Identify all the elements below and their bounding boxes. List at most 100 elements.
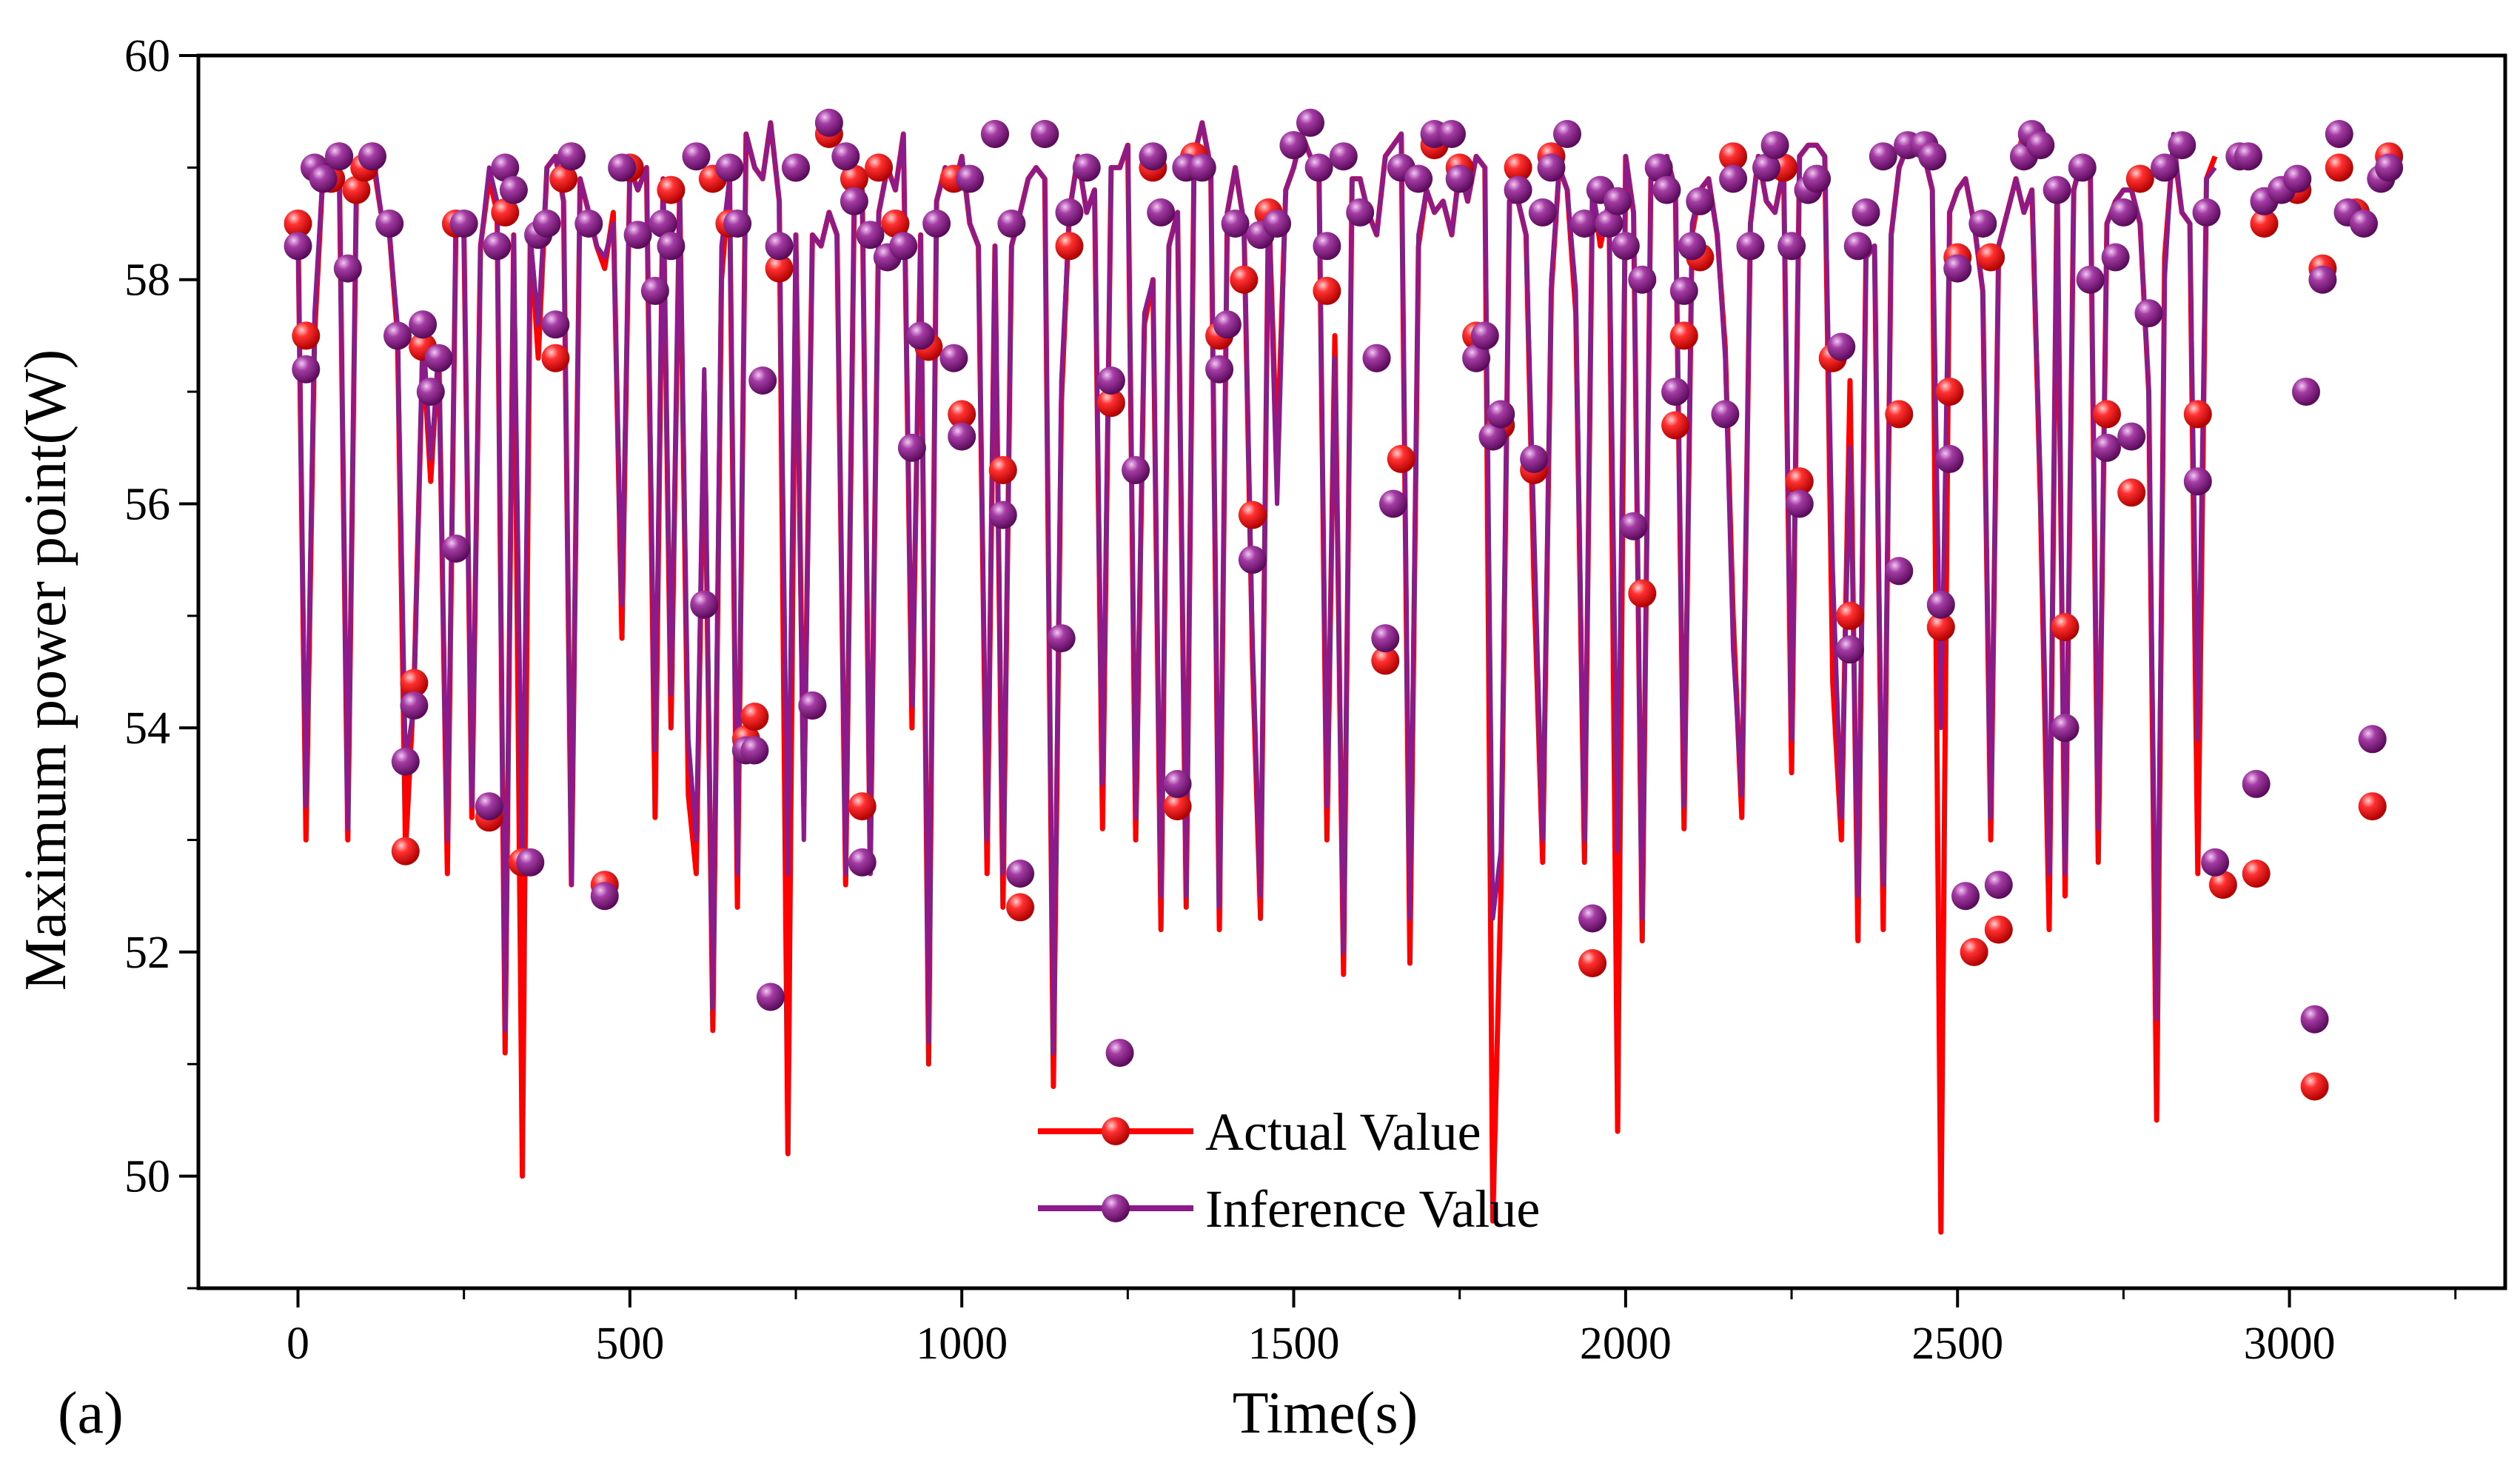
marker-inference — [1803, 164, 1832, 193]
y-axis-title: Maximum power point(W) — [13, 349, 78, 991]
marker-inference — [1139, 142, 1167, 171]
x-axis: 0 500 1000 1500 2000 2500 3000 — [286, 1288, 2457, 1369]
marker-inference — [2234, 142, 2262, 171]
marker-inference — [1147, 198, 1176, 227]
marker-inference — [814, 108, 843, 137]
marker-actual — [2183, 400, 2212, 429]
series-lines — [295, 120, 2218, 1235]
marker-inference — [889, 232, 918, 261]
marker-inference — [391, 747, 420, 776]
marker-actual — [1578, 949, 1607, 977]
marker-inference — [491, 153, 520, 182]
marker-inference — [1313, 232, 1341, 261]
marker-inference — [2134, 299, 2163, 328]
marker-actual — [765, 254, 794, 283]
marker-inference — [1736, 232, 1765, 261]
marker-inference — [848, 848, 877, 877]
marker-inference — [906, 321, 935, 350]
marker-inference — [1578, 904, 1607, 933]
marker-inference — [2325, 120, 2353, 148]
x-axis-title: Time(s) — [1233, 1381, 1418, 1446]
marker-actual — [541, 344, 570, 372]
marker-inference — [1752, 153, 1780, 182]
legend-marker-inference — [1102, 1194, 1130, 1222]
marker-actual — [1977, 243, 2005, 272]
x-tick-label: 500 — [595, 1319, 664, 1369]
marker-actual — [1096, 389, 1125, 418]
marker-inference — [1951, 882, 1980, 911]
marker-actual — [2300, 1072, 2329, 1101]
marker-inference — [649, 210, 677, 238]
marker-actual — [1926, 613, 1955, 641]
marker-inference — [1968, 210, 1997, 238]
x-tick-label: 1500 — [1248, 1319, 1340, 1369]
marker-actual — [284, 210, 312, 238]
marker-actual — [740, 703, 769, 731]
marker-inference — [375, 210, 404, 238]
marker-inference — [441, 535, 470, 563]
marker-inference — [2292, 378, 2320, 406]
marker-inference — [449, 210, 478, 238]
marker-inference — [1187, 153, 1216, 182]
marker-inference — [292, 355, 321, 384]
marker-inference — [1379, 489, 1407, 518]
marker-inference — [1528, 198, 1557, 227]
marker-inference — [2068, 153, 2097, 182]
marker-inference — [948, 422, 976, 451]
marker-actual — [1719, 142, 1748, 171]
marker-inference — [1362, 344, 1391, 372]
marker-inference — [756, 982, 785, 1011]
marker-inference — [2192, 198, 2221, 227]
marker-inference — [2093, 433, 2121, 462]
marker-inference — [1611, 232, 1640, 261]
marker-inference — [2051, 714, 2080, 743]
marker-actual — [2117, 478, 2146, 507]
marker-actual — [1935, 378, 1964, 406]
marker-inference — [409, 310, 438, 339]
marker-actual — [342, 175, 371, 204]
marker-inference — [640, 276, 669, 305]
marker-inference — [997, 210, 1026, 238]
marker-inference — [358, 142, 386, 171]
marker-actual — [2325, 153, 2353, 182]
x-tick-label: 1000 — [916, 1319, 1008, 1369]
marker-actual — [1230, 265, 1259, 294]
marker-inference — [608, 153, 637, 182]
marker-inference — [1885, 557, 1914, 586]
marker-inference — [383, 321, 412, 350]
marker-inference — [956, 164, 984, 193]
marker-actual — [491, 198, 520, 227]
marker-inference — [1570, 210, 1599, 238]
marker-actual — [1960, 937, 1988, 966]
marker-actual — [2093, 400, 2121, 429]
marker-inference — [1122, 456, 1150, 484]
marker-inference — [541, 310, 570, 339]
marker-inference — [1836, 635, 1864, 664]
marker-inference — [1628, 265, 1657, 294]
marker-inference — [623, 221, 652, 249]
marker-inference — [516, 848, 545, 877]
marker-inference — [690, 590, 719, 619]
marker-inference — [2168, 131, 2196, 160]
marker-actual — [1313, 276, 1341, 305]
marker-inference — [1827, 332, 1856, 361]
y-tick-label: 58 — [124, 255, 170, 306]
marker-inference — [2350, 210, 2378, 238]
marker-actual — [549, 164, 578, 193]
marker-inference — [1462, 344, 1491, 372]
marker-inference — [1055, 198, 1084, 227]
marker-inference — [1346, 198, 1375, 227]
marker-inference — [1935, 444, 1964, 473]
marker-inference — [1445, 164, 1474, 193]
marker-inference — [1329, 142, 1358, 171]
y-tick-label: 50 — [124, 1152, 170, 1202]
marker-inference — [798, 691, 827, 720]
marker-inference — [782, 153, 810, 182]
marker-inference — [765, 232, 794, 261]
marker-inference — [1711, 400, 1740, 429]
marker-inference — [682, 142, 711, 171]
marker-inference — [1404, 164, 1433, 193]
marker-inference — [715, 153, 744, 182]
marker-inference — [1296, 108, 1324, 137]
marker-inference — [333, 254, 362, 283]
